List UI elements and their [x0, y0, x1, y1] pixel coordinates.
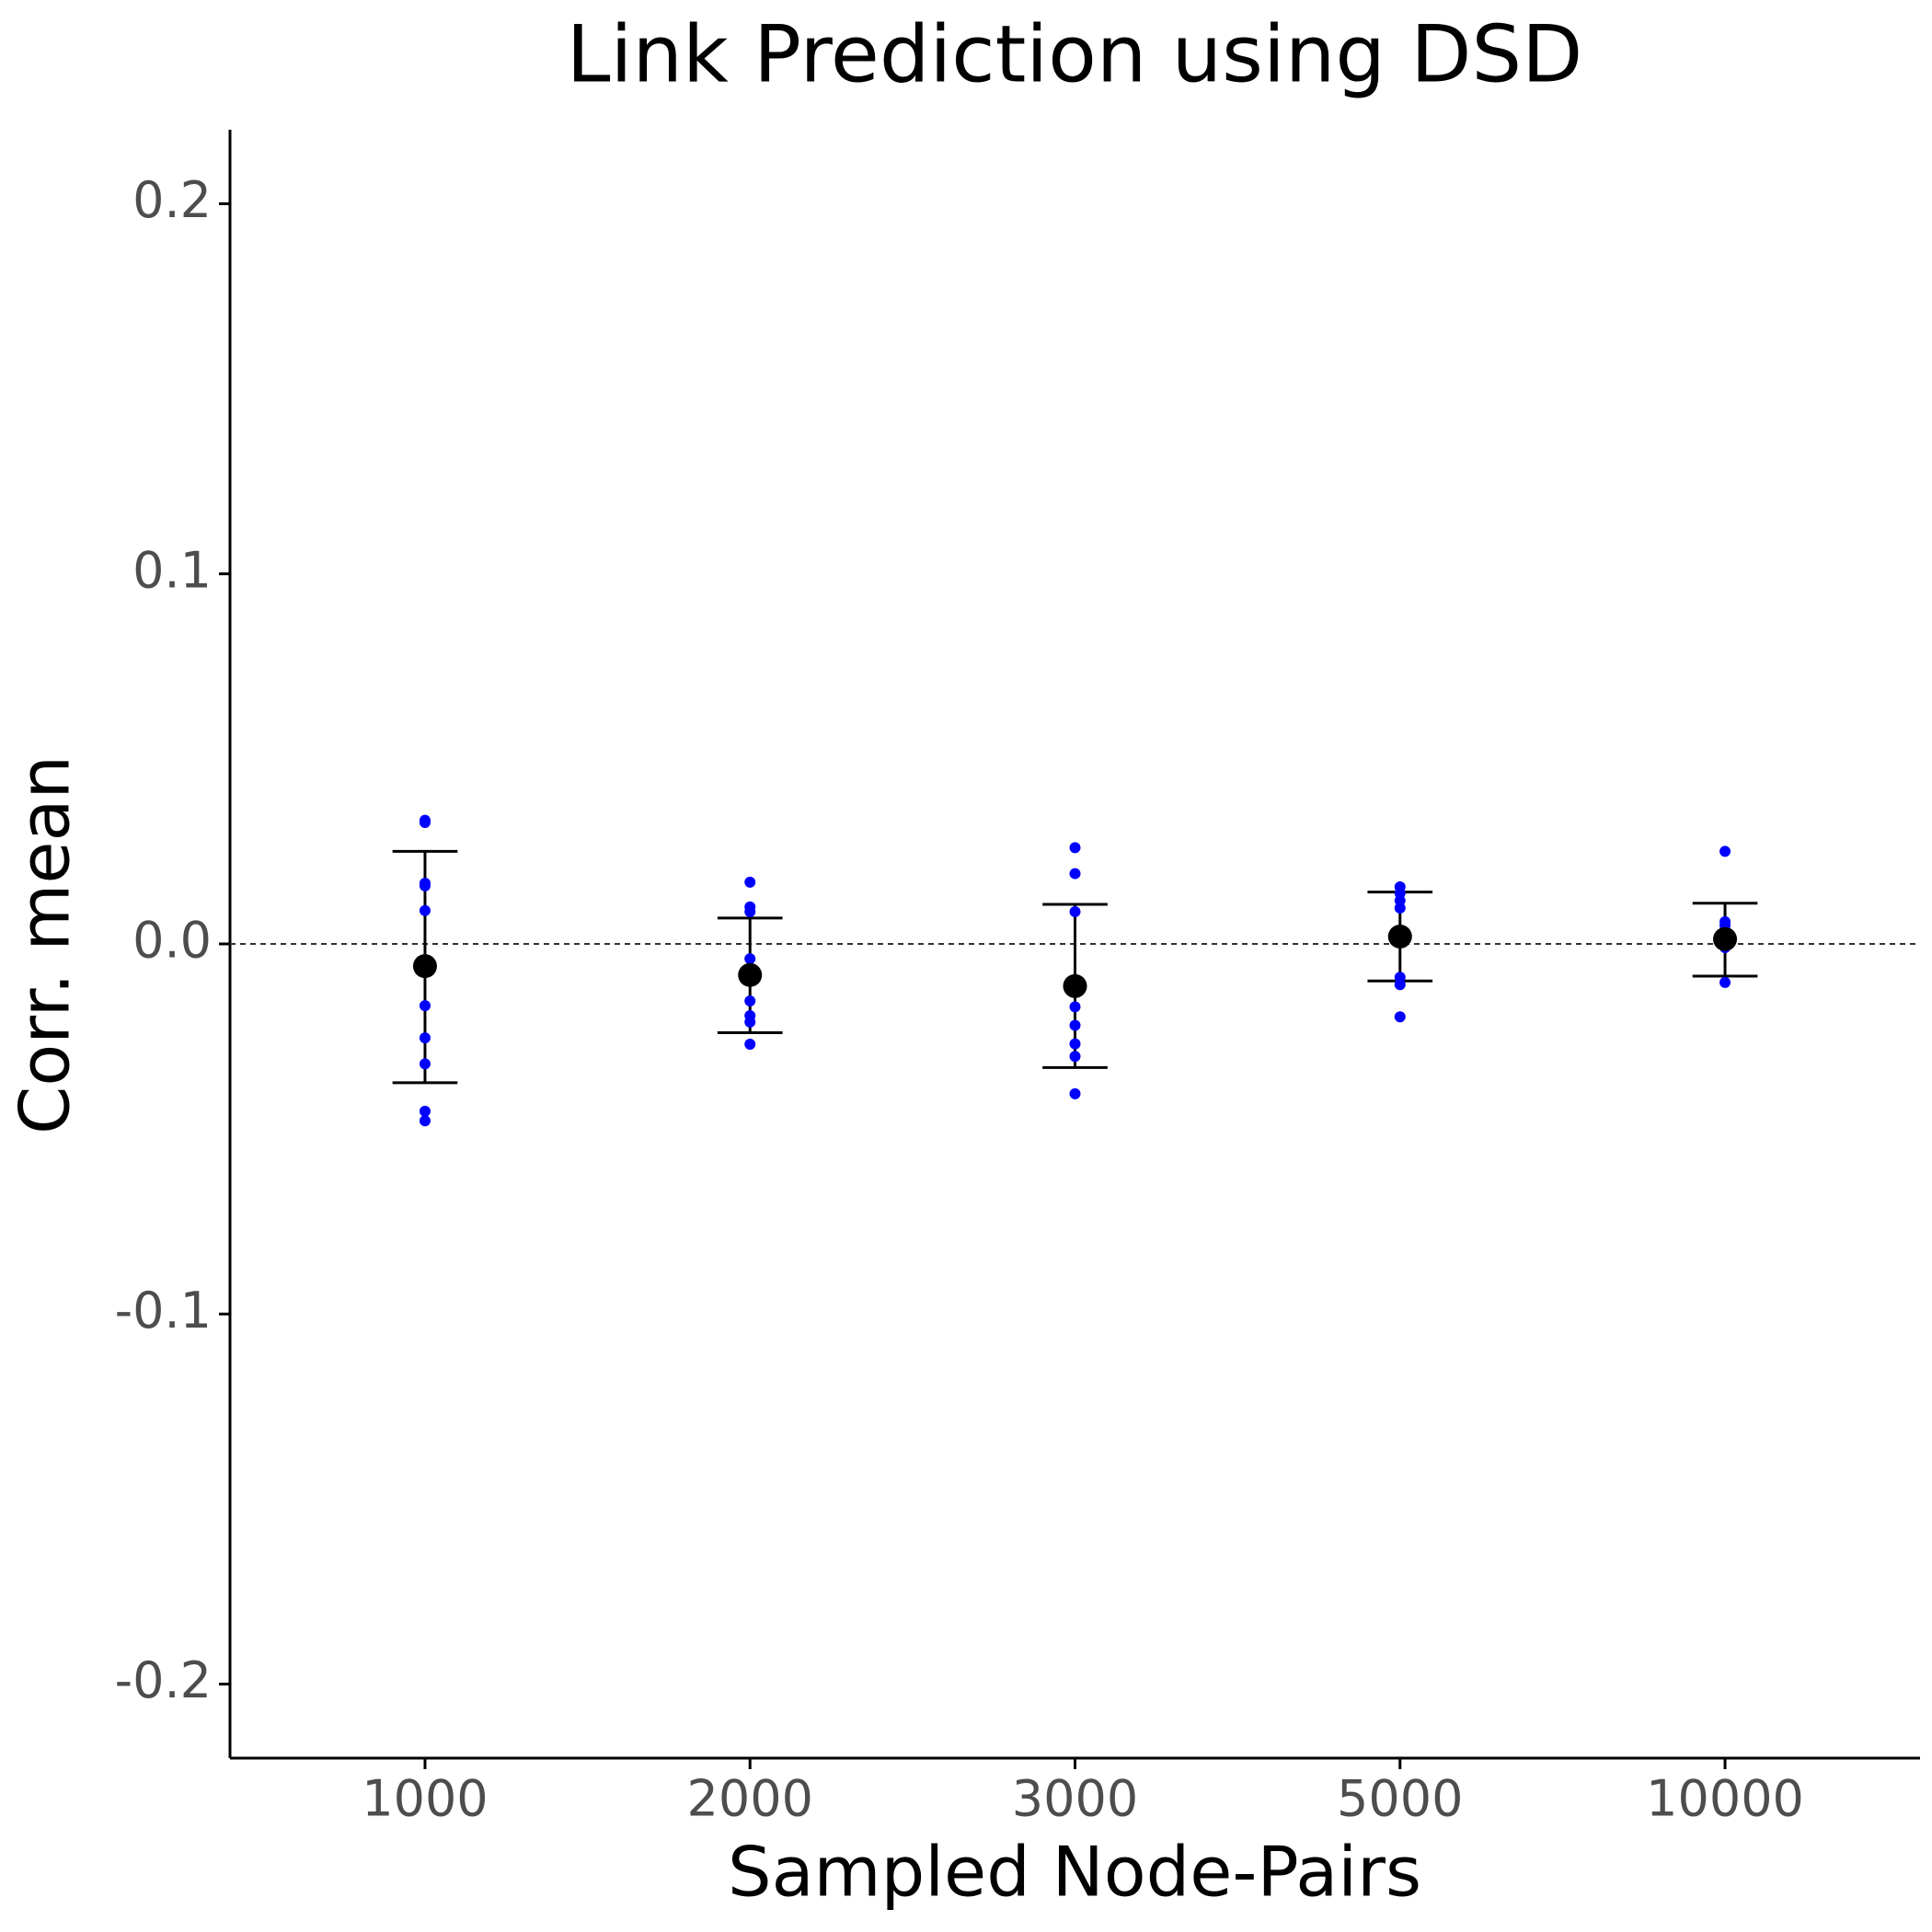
sample-point [1069, 1001, 1081, 1013]
sample-point [419, 1058, 431, 1070]
sample-point [1394, 1011, 1406, 1023]
sample-point [744, 1016, 756, 1028]
sample-point [419, 880, 431, 891]
x-tick-label: 3000 [1012, 1770, 1138, 1828]
sample-point [744, 906, 756, 918]
sample-point [744, 995, 756, 1006]
sample-point [1719, 845, 1731, 857]
y-tick-label: 0.0 [132, 912, 212, 970]
sample-point [1394, 979, 1406, 991]
sample-point [744, 953, 756, 965]
sample-point [419, 817, 431, 829]
y-tick-label: 0.2 [132, 171, 212, 229]
sample-point [1069, 1038, 1081, 1050]
sample-point [1719, 976, 1731, 988]
sample-point [1394, 902, 1406, 914]
x-tick-label: 10000 [1646, 1770, 1804, 1828]
y-tick-label: 0.1 [132, 541, 212, 599]
mean-point [1063, 973, 1087, 998]
sample-point [1069, 1051, 1081, 1063]
x-axis-title: Sampled Node-Pairs [728, 1832, 1421, 1913]
sample-point [419, 1000, 431, 1012]
sample-point [419, 1105, 431, 1117]
y-axis-title: Corr. mean [5, 755, 86, 1134]
mean-point [1713, 926, 1738, 951]
sample-point [1069, 1019, 1081, 1031]
sample-point [1069, 868, 1081, 880]
x-tick-label: 2000 [687, 1770, 813, 1828]
mean-point [1387, 924, 1412, 949]
chart-title: Link Prediction using DSD [567, 8, 1583, 100]
x-tick-label: 5000 [1337, 1770, 1463, 1828]
sample-point [419, 904, 431, 916]
y-tick-label: -0.1 [115, 1282, 212, 1340]
sample-point [744, 876, 756, 888]
mean-point [738, 962, 763, 987]
y-tick-label: -0.2 [115, 1651, 212, 1709]
sample-point [1069, 1087, 1081, 1099]
x-tick-label: 1000 [362, 1770, 488, 1828]
sample-point [419, 1032, 431, 1044]
sample-point [744, 1039, 756, 1051]
mean-point [412, 954, 437, 979]
sample-point [1069, 906, 1081, 918]
sample-point [1069, 842, 1081, 854]
sample-point [419, 1115, 431, 1127]
